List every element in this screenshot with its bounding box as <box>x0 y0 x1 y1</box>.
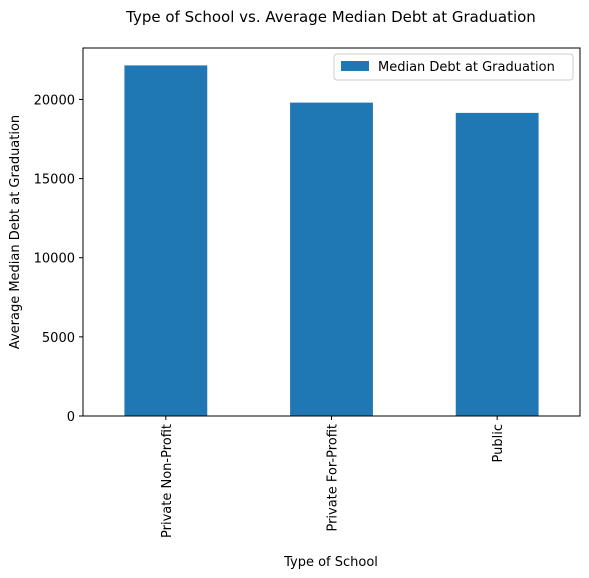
y-tick-label: 15000 <box>34 173 75 188</box>
x-axis: Private Non-Profit Private For-Profit Publ… <box>160 416 506 538</box>
bar-private-for-profit <box>290 102 373 417</box>
chart-title: Type of School vs. Average Median Debt a… <box>125 8 536 26</box>
x-axis-label: Type of School <box>283 555 378 570</box>
legend-label: Median Debt at Graduation <box>378 60 555 75</box>
bar-public <box>455 112 539 416</box>
y-axis-label: Average Median Debt at Graduation <box>8 115 23 349</box>
y-tick-label: 20000 <box>34 93 75 108</box>
bar-private-non-profit <box>124 65 208 416</box>
x-tick-label: Public <box>491 424 506 462</box>
bars-group <box>124 65 539 417</box>
y-tick-label: 5000 <box>42 331 75 346</box>
y-tick-label: 0 <box>67 410 75 425</box>
x-tick-label: Private Non-Profit <box>160 424 175 538</box>
legend-box <box>333 53 574 81</box>
legend: Median Debt at Graduation <box>333 53 574 81</box>
y-tick-label: 10000 <box>34 252 75 267</box>
legend-swatch <box>341 61 369 71</box>
x-tick-label: Private For-Profit <box>326 424 341 532</box>
y-axis: 0 5000 10000 15000 20000 <box>34 93 83 425</box>
